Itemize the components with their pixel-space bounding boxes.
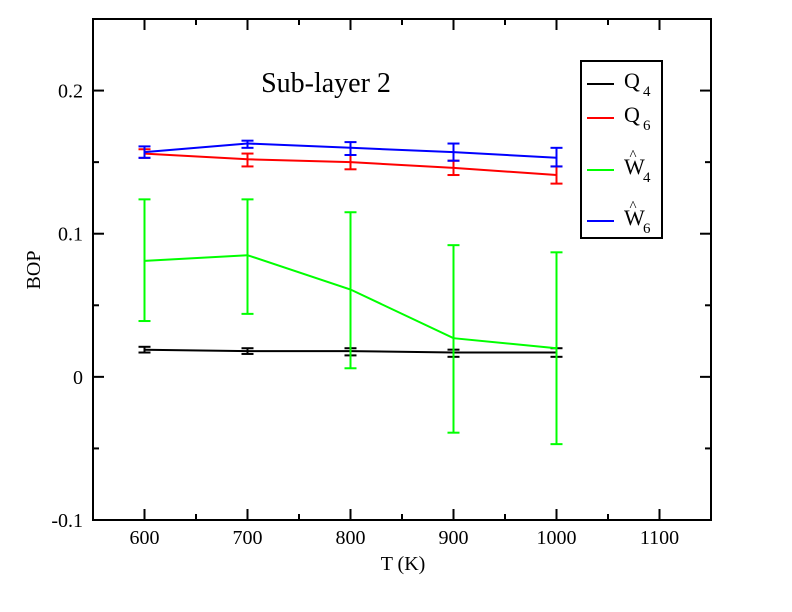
x-tick-label: 600 bbox=[130, 527, 160, 549]
y-tick-label: 0 bbox=[73, 367, 83, 389]
x-tick-label: 700 bbox=[233, 527, 263, 549]
y-tick-label: 0.2 bbox=[58, 81, 83, 103]
chart-title: Sub-layer 2 bbox=[261, 68, 391, 99]
x-tick-label: 1100 bbox=[640, 527, 679, 549]
y-tick-label: -0.1 bbox=[51, 510, 83, 532]
x-tick-label: 1000 bbox=[537, 527, 577, 549]
legend-subscript-q6: 6 bbox=[643, 118, 651, 134]
legend-label-q6: Q bbox=[624, 102, 640, 127]
legend-subscript-w6: 6 bbox=[643, 221, 651, 237]
y-axis-title: BOP bbox=[23, 251, 45, 290]
axis-ticks: 600 700 800 900 1000 1100 -0.1 0 0.1 0.2 bbox=[51, 19, 711, 549]
series-w4 bbox=[138, 198, 563, 446]
series-w6 bbox=[138, 139, 563, 168]
legend-label-w6: W bbox=[624, 205, 645, 230]
legend-subscript-w4: 4 bbox=[643, 170, 651, 186]
legend-label-w4: W bbox=[624, 154, 645, 179]
legend-hat-w4: ^ bbox=[629, 148, 636, 164]
legend-label-q4: Q bbox=[624, 68, 640, 93]
legend-subscript-q4: 4 bbox=[643, 84, 651, 100]
legend: Q 4Q 6^W4^W6 bbox=[580, 60, 663, 239]
x-tick-label: 800 bbox=[336, 527, 366, 549]
series-group bbox=[138, 139, 563, 446]
x-axis-title: T (K) bbox=[381, 553, 426, 575]
legend-hat-w6: ^ bbox=[629, 199, 636, 215]
y-tick-label: 0.1 bbox=[58, 224, 83, 246]
x-tick-label: 900 bbox=[439, 527, 469, 549]
legend-box bbox=[580, 60, 663, 239]
